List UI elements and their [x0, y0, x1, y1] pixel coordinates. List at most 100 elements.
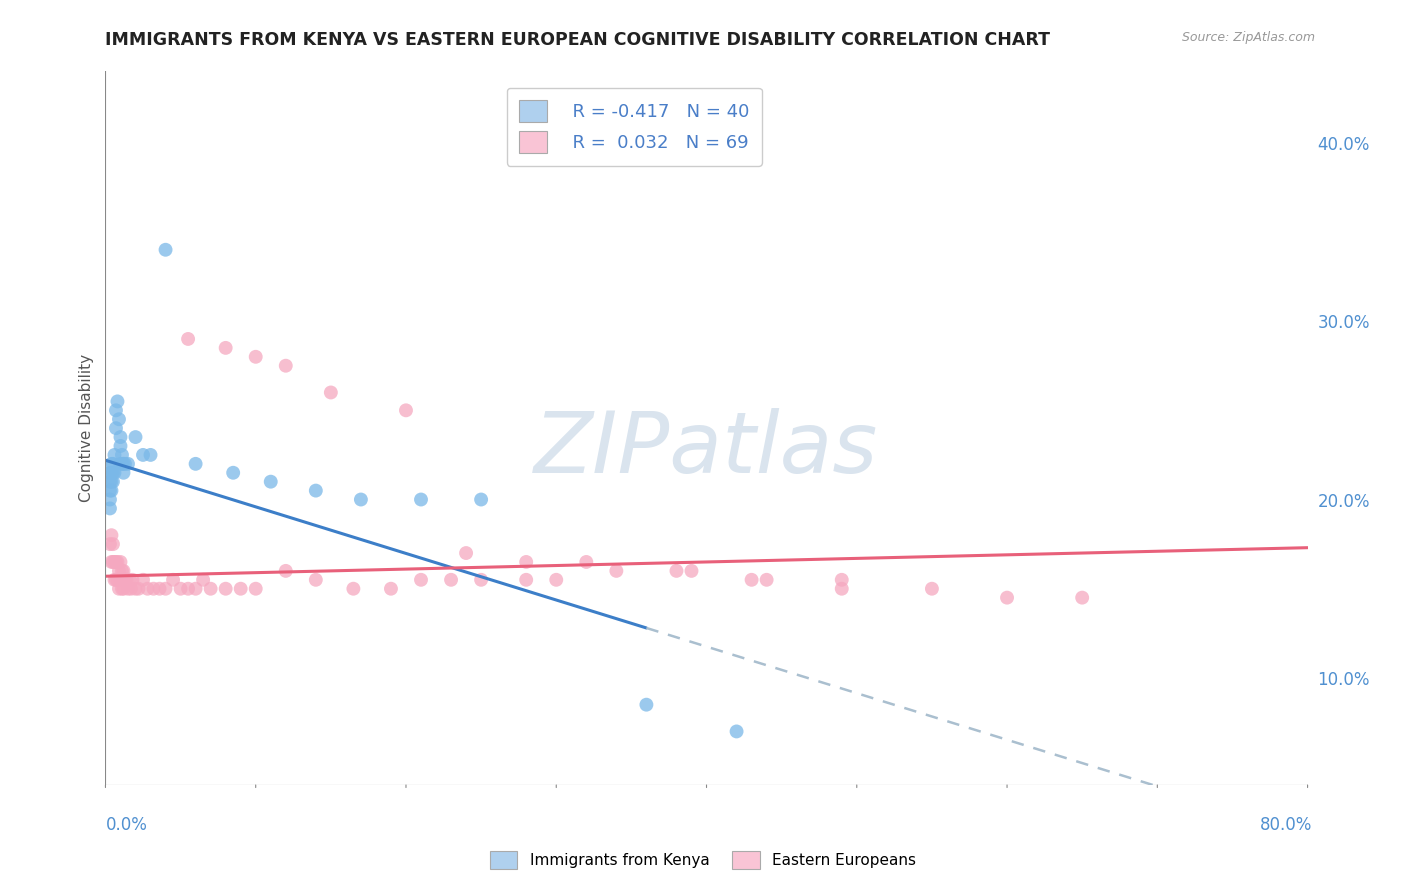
Point: [121, 573, 143, 587]
Point: [148, 582, 170, 596]
Point: [108, 564, 131, 578]
Point: [108, 412, 131, 426]
Point: [755, 573, 778, 587]
Point: [470, 573, 492, 587]
Point: [142, 582, 165, 596]
Legend: Immigrants from Kenya, Eastern Europeans: Immigrants from Kenya, Eastern Europeans: [484, 845, 922, 875]
Text: IMMIGRANTS FROM KENYA VS EASTERN EUROPEAN COGNITIVE DISABILITY CORRELATION CHART: IMMIGRANTS FROM KENYA VS EASTERN EUROPEA…: [105, 31, 1050, 49]
Text: 0.0%: 0.0%: [105, 816, 148, 834]
Point: [456, 546, 478, 560]
Point: [515, 555, 537, 569]
Point: [110, 573, 132, 587]
Point: [110, 555, 132, 569]
Point: [111, 457, 134, 471]
Point: [177, 582, 200, 596]
Point: [111, 582, 134, 596]
Point: [831, 573, 853, 587]
Point: [245, 350, 267, 364]
Point: [103, 573, 125, 587]
Point: [104, 403, 127, 417]
Point: [139, 448, 162, 462]
Point: [100, 483, 122, 498]
Point: [118, 573, 141, 587]
Point: [305, 483, 328, 498]
Point: [921, 582, 943, 596]
Point: [350, 492, 373, 507]
Point: [177, 332, 200, 346]
Point: [229, 582, 252, 596]
Point: [200, 582, 222, 596]
Point: [124, 582, 146, 596]
Point: [111, 564, 134, 578]
Point: [440, 573, 463, 587]
Point: [103, 466, 125, 480]
Point: [101, 537, 124, 551]
Point: [305, 573, 328, 587]
Point: [184, 457, 207, 471]
Point: [115, 573, 138, 587]
Point: [110, 439, 132, 453]
Point: [274, 564, 297, 578]
Point: [98, 475, 121, 489]
Point: [395, 403, 418, 417]
Point: [605, 564, 627, 578]
Point: [665, 564, 688, 578]
Point: [136, 582, 159, 596]
Point: [245, 582, 267, 596]
Point: [319, 385, 342, 400]
Point: [1071, 591, 1094, 605]
Point: [132, 573, 155, 587]
Point: [103, 555, 125, 569]
Y-axis label: Cognitive Disability: Cognitive Disability: [79, 354, 94, 502]
Point: [103, 448, 125, 462]
Point: [107, 394, 129, 409]
Point: [117, 582, 139, 596]
Point: [214, 341, 236, 355]
Point: [100, 555, 122, 569]
Point: [725, 724, 748, 739]
Point: [101, 457, 124, 471]
Point: [100, 457, 122, 471]
Point: [101, 466, 124, 480]
Text: Source: ZipAtlas.com: Source: ZipAtlas.com: [1181, 31, 1315, 45]
Point: [636, 698, 658, 712]
Point: [132, 448, 155, 462]
Text: ZIPatlas: ZIPatlas: [534, 408, 879, 491]
Point: [124, 430, 146, 444]
Point: [114, 573, 136, 587]
Point: [110, 457, 132, 471]
Point: [831, 582, 853, 596]
Point: [515, 573, 537, 587]
Point: [98, 492, 121, 507]
Point: [98, 501, 121, 516]
Point: [470, 492, 492, 507]
Point: [110, 430, 132, 444]
Point: [112, 466, 135, 480]
Point: [107, 555, 129, 569]
Point: [112, 564, 135, 578]
Point: [112, 457, 135, 471]
Point: [117, 457, 139, 471]
Point: [274, 359, 297, 373]
Point: [222, 466, 245, 480]
Point: [155, 243, 177, 257]
Point: [112, 582, 135, 596]
Point: [409, 573, 432, 587]
Point: [409, 492, 432, 507]
Point: [98, 466, 121, 480]
Point: [546, 573, 568, 587]
Point: [169, 582, 191, 596]
Point: [191, 573, 214, 587]
Point: [681, 564, 703, 578]
Point: [214, 582, 236, 596]
Point: [98, 483, 121, 498]
Point: [100, 528, 122, 542]
Text: 80.0%: 80.0%: [1260, 816, 1312, 834]
Point: [342, 582, 364, 596]
Point: [120, 582, 142, 596]
Point: [575, 555, 598, 569]
Point: [155, 582, 177, 596]
Point: [101, 555, 124, 569]
Point: [101, 475, 124, 489]
Point: [100, 466, 122, 480]
